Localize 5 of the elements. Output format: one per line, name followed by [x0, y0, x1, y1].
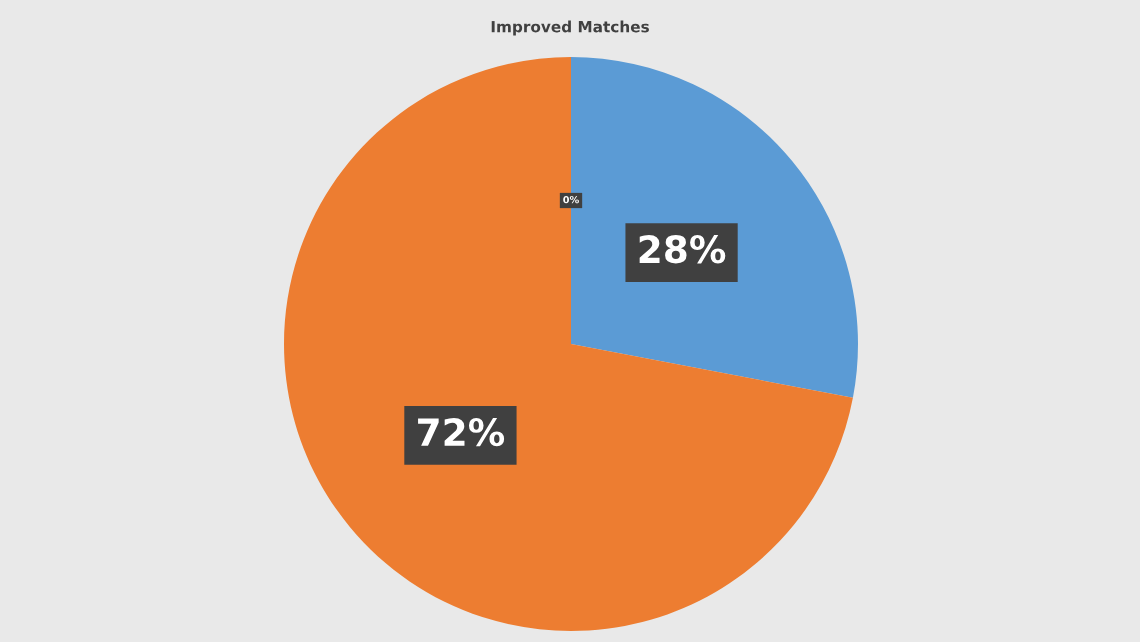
text: 0%	[563, 195, 579, 204]
data-label: 28%	[639, 235, 726, 264]
pie-slice	[284, 57, 853, 631]
chart-title: Improved Matches	[491, 20, 649, 36]
data-label: 72%	[418, 417, 505, 447]
